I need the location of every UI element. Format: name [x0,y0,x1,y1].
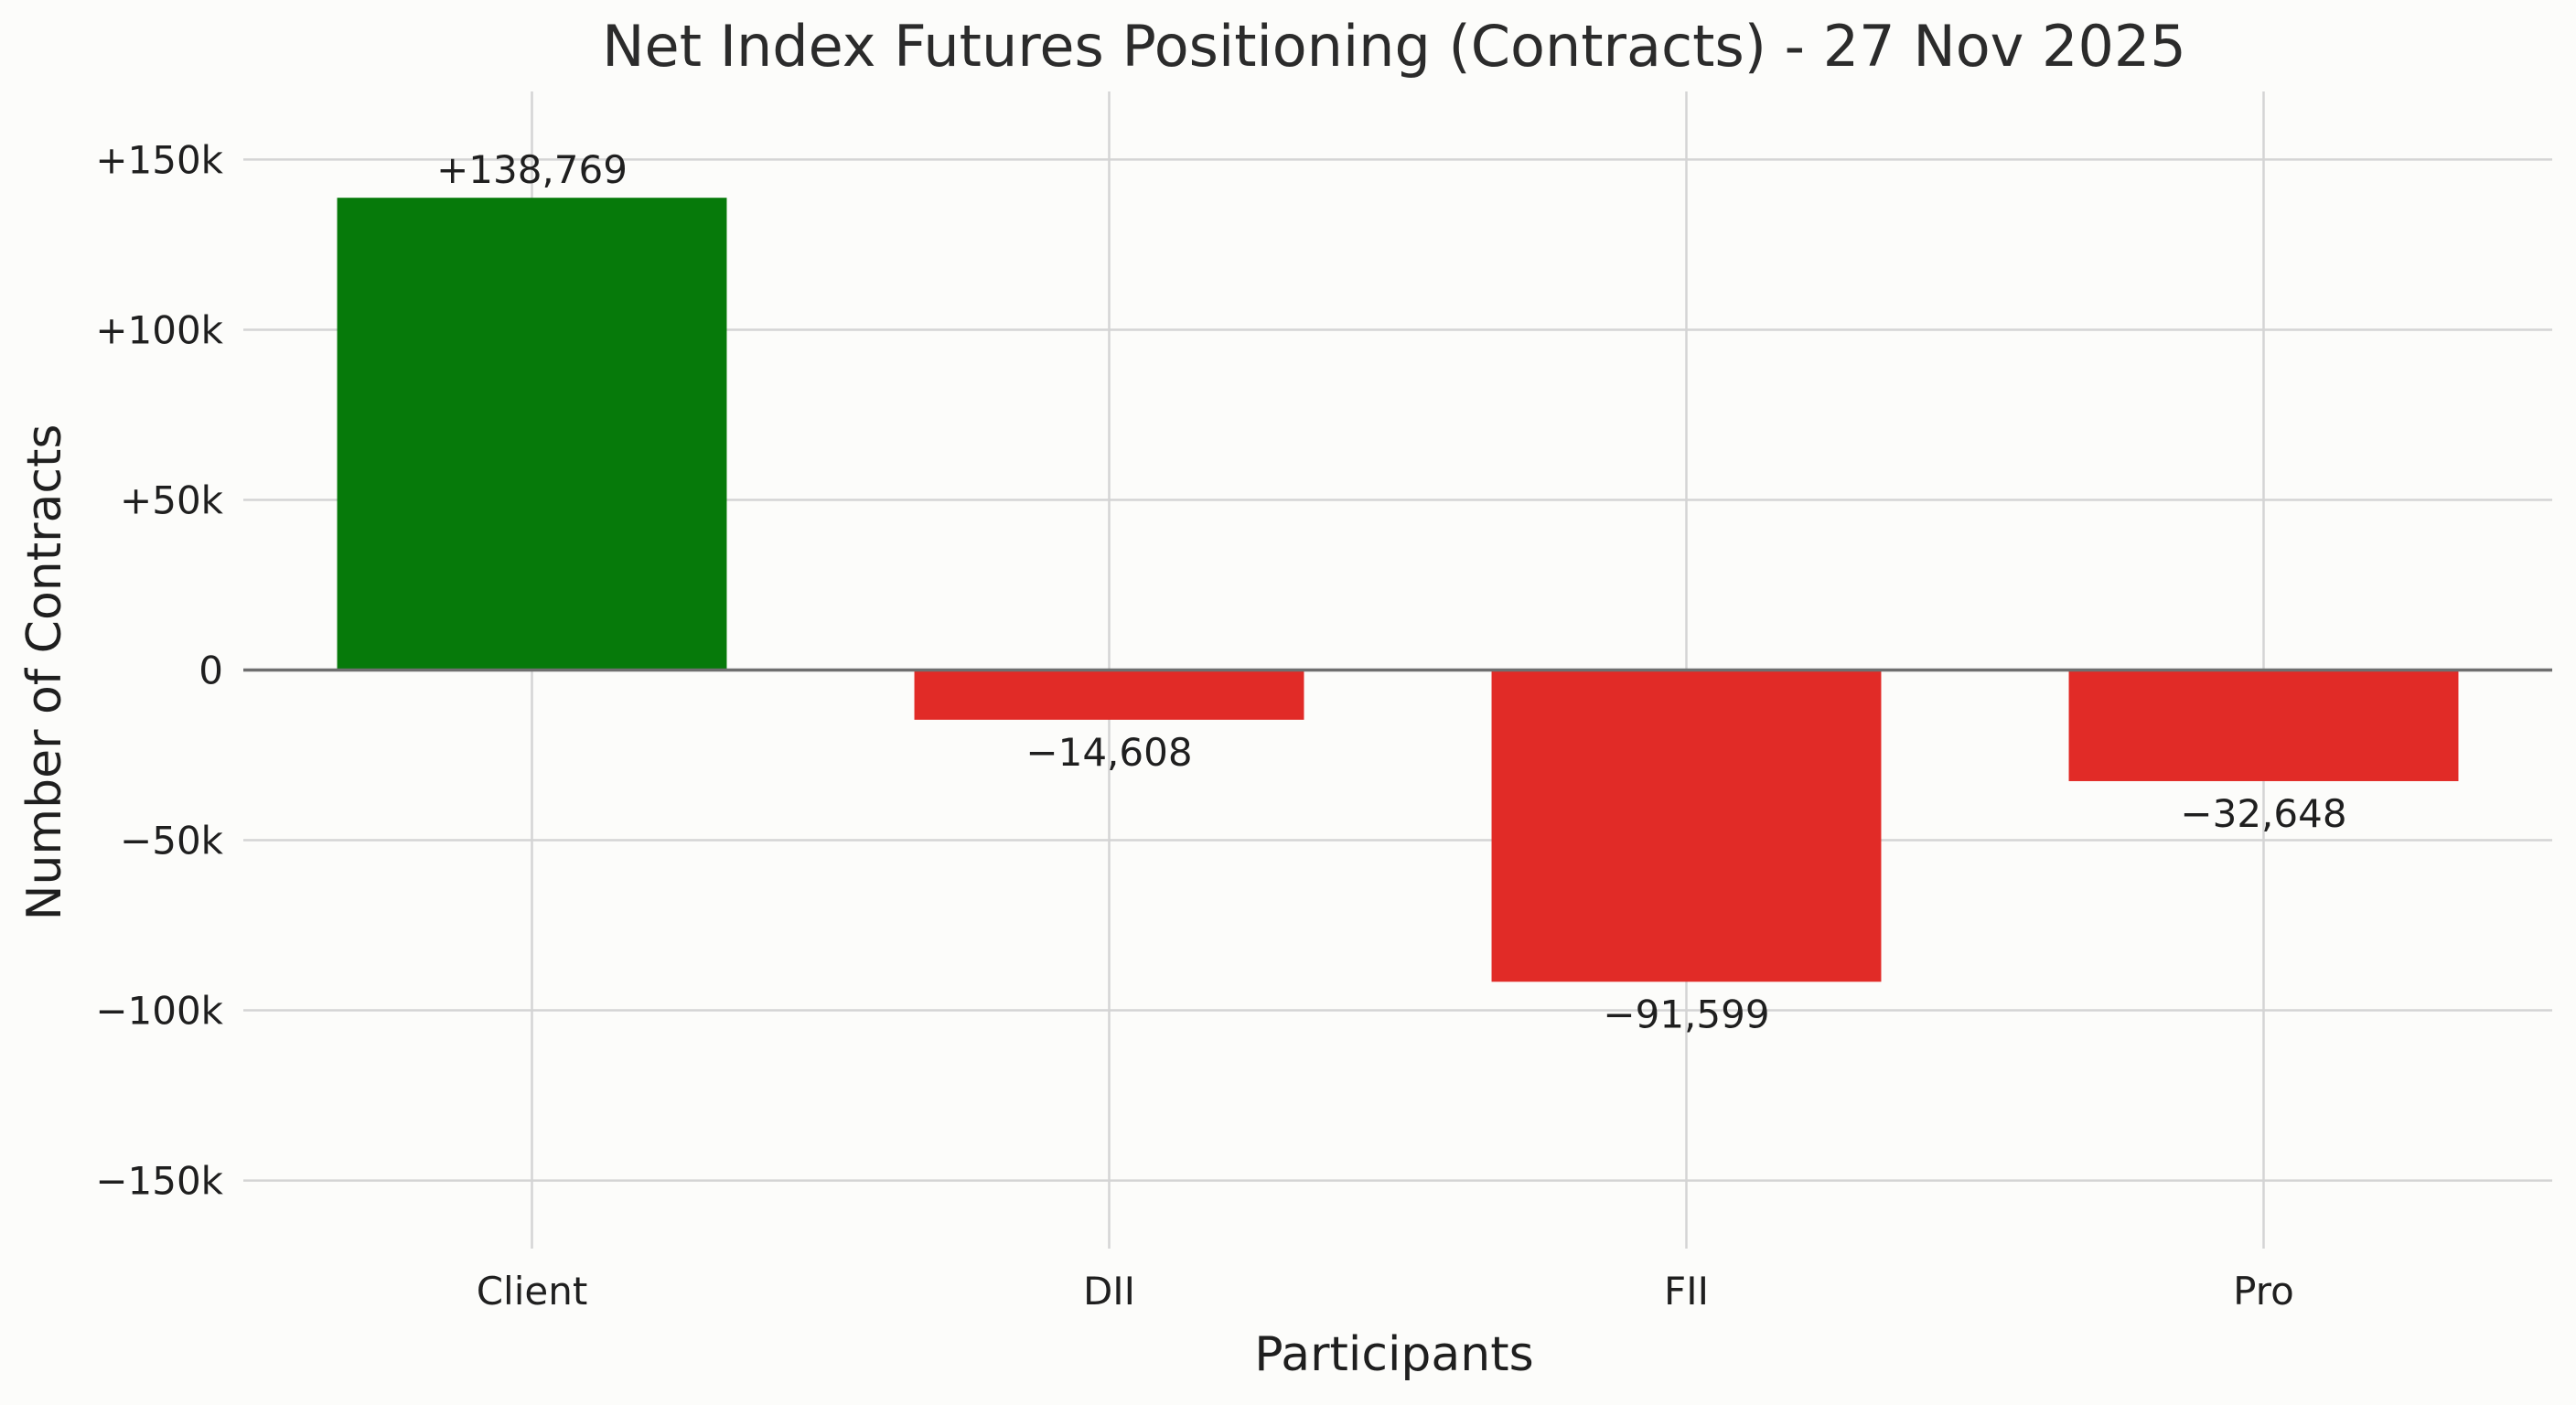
y-axis-label: Number of Contracts [17,424,72,921]
data-label-dii: −14,608 [1025,730,1192,775]
bars-layer [337,198,2459,982]
y-tick-label: +50k [120,477,224,522]
bar-pro [2068,670,2459,781]
y-tick-label: −50k [120,819,224,863]
chart-title: Net Index Futures Positioning (Contracts… [602,13,2186,80]
data-label-pro: −32,648 [2180,791,2346,836]
y-tick-label: 0 [199,649,223,693]
y-tick-label: +100k [95,307,223,352]
bar-fii [1491,670,1882,982]
y-tick-labels: +150k +100k +50k 0 −50k −100k −150k [95,137,223,1203]
y-tick-label: −100k [95,989,223,1034]
x-axis-label: Participants [1254,1327,1533,1382]
bar-client [337,198,727,670]
y-tick-label: −150k [95,1159,223,1204]
data-label-client: +138,769 [436,147,628,192]
data-labels: +138,769 −14,608 −91,599 −32,648 [436,147,2347,1036]
x-tick-label-fii: FII [1664,1269,1709,1314]
y-tick-label: +150k [95,137,223,182]
bar-dii [914,670,1304,720]
x-tick-labels: Client DII FII Pro [477,1269,2294,1314]
data-label-fii: −91,599 [1603,992,1769,1036]
x-tick-label-client: Client [477,1269,588,1314]
x-tick-label-dii: DII [1083,1269,1135,1314]
x-tick-label-pro: Pro [2233,1269,2294,1314]
